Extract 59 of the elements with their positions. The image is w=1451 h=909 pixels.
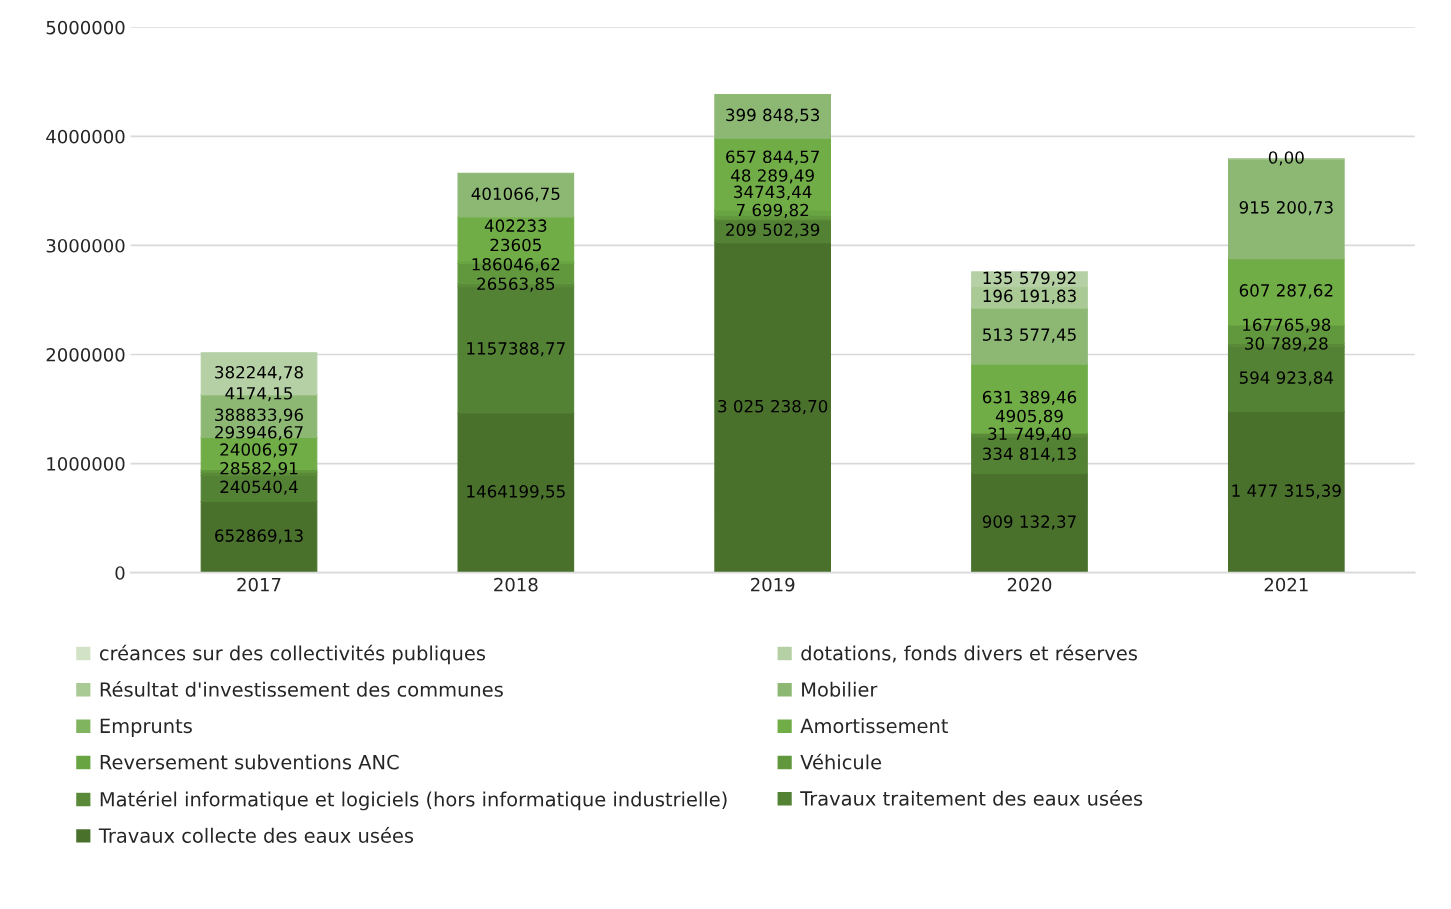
legend-label: Travaux traitement des eaux usées: [800, 789, 1143, 806]
data-label: 334 814,13: [983, 447, 1076, 462]
legend-label: créances sur des collectivités publiques: [99, 644, 486, 665]
legend-label: Résultat d'investissement des communes: [100, 681, 503, 697]
legend-label: Emprunts: [100, 718, 192, 737]
data-label: 186046,62: [472, 257, 560, 273]
legend-label: Reversement subventions ANC: [100, 754, 399, 770]
legend-label: dotations, fonds divers et réserves: [801, 644, 1137, 663]
data-label: 7 699,82: [736, 203, 809, 219]
data-label: 24006,97: [220, 443, 298, 458]
data-label: 240540,4: [220, 480, 298, 495]
legend-label: Matériel informatique et logiciels (hors informatique industrielle): [100, 790, 727, 811]
data-label: 28582,91: [220, 461, 298, 477]
data-label: 48 289,49: [731, 169, 814, 184]
data-label: 167765,98: [1243, 318, 1331, 333]
y-tick-label: 5000000: [46, 20, 125, 35]
y-tick-label: 3000000: [46, 238, 125, 253]
data-label: 1464199,55: [467, 485, 565, 500]
data-label: 196 191,83: [983, 289, 1076, 304]
x-tick-label: 2021: [1264, 577, 1308, 592]
data-label: 30 789,28: [1245, 337, 1328, 352]
data-label: 135 579,92: [983, 271, 1076, 286]
data-label: 915 200,73: [1239, 201, 1333, 216]
data-label: 607 287,62: [1239, 284, 1333, 299]
data-label: 388833,96: [215, 408, 304, 423]
data-label: 657 844,57: [726, 150, 819, 165]
legend-label: Mobilier: [802, 681, 878, 697]
y-tick-label: 4000000: [46, 129, 125, 144]
x-tick-label: 2017: [237, 577, 281, 592]
data-label: 1 477 315,39: [1232, 484, 1341, 499]
data-label: 293946,67: [215, 425, 303, 441]
data-label: 382244,78: [215, 365, 303, 381]
x-tick-label: 2018: [494, 577, 538, 592]
data-label: 401066,75: [471, 187, 560, 202]
data-label: 34743,44: [734, 185, 812, 200]
y-tick-label: 0: [115, 566, 125, 580]
data-label: 23605: [490, 238, 541, 252]
x-tick-label: 2020: [1007, 577, 1052, 592]
data-label: 4905,89: [995, 409, 1063, 424]
data-label: 909 132,37: [982, 515, 1076, 530]
legend-label: Travaux collecte des eaux usées: [98, 827, 414, 843]
y-tick-label: 1000000: [47, 457, 125, 471]
x-tick-label: 2019: [751, 577, 795, 592]
data-label: 26563,85: [477, 277, 555, 292]
data-label: 31 749,40: [988, 427, 1071, 442]
data-label: 399 848,53: [726, 108, 820, 123]
data-label: 1157388,77: [467, 342, 565, 357]
data-label: 652869,13: [215, 529, 303, 544]
data-label: 402233: [484, 219, 547, 232]
legend-label: Véhicule: [800, 753, 882, 770]
data-label: 631 389,46: [982, 390, 1077, 406]
y-tick-label: 2000000: [46, 347, 125, 362]
data-label: 4174,15: [225, 387, 293, 402]
data-label: 513 577,45: [983, 328, 1076, 343]
data-label: 594 923,84: [1239, 371, 1334, 386]
data-label: 0,00: [1268, 151, 1304, 166]
legend-label: Amortissement: [800, 718, 948, 734]
data-label: 3 025 238,70: [718, 399, 828, 415]
data-label: 209 502,39: [726, 223, 820, 238]
